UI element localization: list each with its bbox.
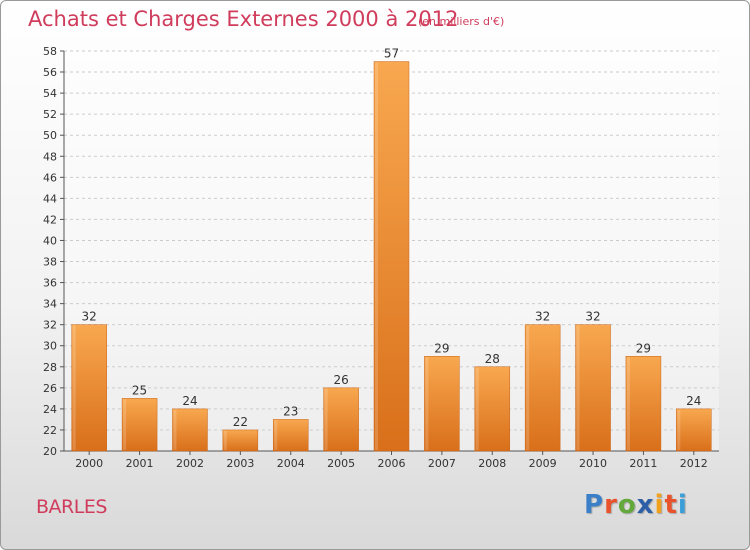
x-tick-label: 2012 — [680, 457, 708, 470]
data-label: 24 — [182, 394, 197, 408]
y-tick-label: 50 — [43, 129, 57, 142]
bar-highlight — [173, 409, 177, 450]
y-tick-label: 48 — [43, 150, 57, 163]
data-label: 23 — [283, 404, 298, 418]
bar-highlight — [475, 367, 479, 450]
bar — [71, 324, 107, 452]
x-tick-label: 2010 — [579, 457, 607, 470]
chart-subtitle: (en milliers d'€) — [418, 15, 505, 28]
y-tick-label: 58 — [43, 45, 57, 58]
labels: 20 22 24 26 28 30 32 34 36 38 40 42 44 46 48 50 52 54 56 58… — [43, 45, 708, 470]
bar-highlight — [324, 388, 328, 450]
data-label: 25 — [132, 383, 147, 397]
bar-highlight — [425, 357, 429, 450]
bar-highlight — [274, 420, 278, 450]
data-label: 22 — [233, 415, 248, 429]
x-tick-label: 2003 — [226, 457, 254, 470]
x-tick-label: 2002 — [176, 457, 204, 470]
bar — [575, 324, 611, 452]
data-label: 29 — [636, 341, 651, 355]
x-tick-label: 2009 — [529, 457, 557, 470]
x-tick-label: 2011 — [629, 457, 657, 470]
y-tick-label: 28 — [43, 361, 57, 374]
bar — [323, 387, 359, 452]
bar-highlight — [223, 430, 227, 450]
x-tick-label: 2006 — [378, 457, 406, 470]
y-tick-label: 20 — [43, 445, 57, 458]
bar-highlight — [526, 325, 530, 450]
y-tick-label: 46 — [43, 171, 57, 184]
data-label: 24 — [686, 394, 701, 408]
y-tick-label: 34 — [43, 298, 57, 311]
y-tick-label: 22 — [43, 424, 57, 437]
x-tick-label: 2007 — [428, 457, 456, 470]
x-tick-label: 2004 — [277, 457, 305, 470]
x-tick-label: 2008 — [478, 457, 506, 470]
bar-highlight — [576, 325, 580, 450]
bar-highlight — [626, 357, 630, 450]
bar-highlight — [123, 399, 127, 450]
y-tick-label: 32 — [43, 319, 57, 332]
bar-highlight — [677, 409, 681, 450]
data-label: 57 — [384, 47, 399, 61]
logo-letter: o — [617, 490, 637, 520]
y-tick-label: 24 — [43, 403, 57, 416]
y-tick-label: 26 — [43, 382, 57, 395]
logo-letter: r — [604, 490, 618, 520]
proxiti-logo: Proxiti — [584, 490, 688, 520]
data-label: 26 — [333, 373, 348, 387]
logo-letter: i — [654, 490, 665, 520]
bar — [373, 61, 410, 452]
bar — [625, 356, 662, 452]
y-tick-label: 42 — [43, 213, 57, 226]
bar-highlight — [375, 62, 378, 451]
y-tick-label: 40 — [43, 234, 57, 247]
chart-title: Achats et Charges Externes 2000 à 2012 — [28, 7, 459, 31]
logo-letter: P — [584, 490, 605, 520]
bar — [424, 356, 460, 452]
logo-letter: x — [636, 490, 655, 520]
logo-letter: t — [664, 490, 678, 520]
data-label: 32 — [585, 310, 600, 324]
data-label: 28 — [485, 352, 500, 366]
x-tick-label: 2001 — [126, 457, 154, 470]
logo-letter: i — [677, 490, 688, 520]
bar-highlight — [72, 325, 76, 450]
bar — [676, 408, 712, 452]
bar — [121, 398, 158, 452]
place-name: BARLES — [36, 496, 107, 518]
data-label: 32 — [82, 310, 97, 324]
y-tick-label: 56 — [43, 66, 57, 79]
bar — [172, 408, 208, 452]
y-tick-label: 36 — [43, 277, 57, 290]
bar — [524, 324, 561, 452]
bar — [272, 419, 309, 452]
x-tick-label: 2000 — [75, 457, 103, 470]
y-tick-label: 38 — [43, 256, 57, 269]
bars — [71, 61, 712, 452]
data-label: 32 — [535, 310, 550, 324]
y-tick-label: 52 — [43, 108, 57, 121]
x-tick-label: 2005 — [327, 457, 355, 470]
data-label: 29 — [434, 341, 449, 355]
bar — [222, 429, 259, 452]
y-tick-label: 54 — [43, 87, 57, 100]
y-tick-label: 30 — [43, 340, 57, 353]
y-tick-label: 44 — [43, 192, 57, 205]
bar — [474, 366, 511, 452]
